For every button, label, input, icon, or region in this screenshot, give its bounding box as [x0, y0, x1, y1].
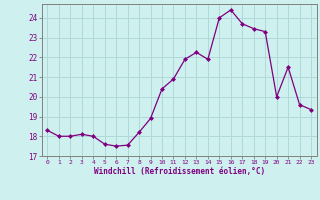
X-axis label: Windchill (Refroidissement éolien,°C): Windchill (Refroidissement éolien,°C) [94, 167, 265, 176]
